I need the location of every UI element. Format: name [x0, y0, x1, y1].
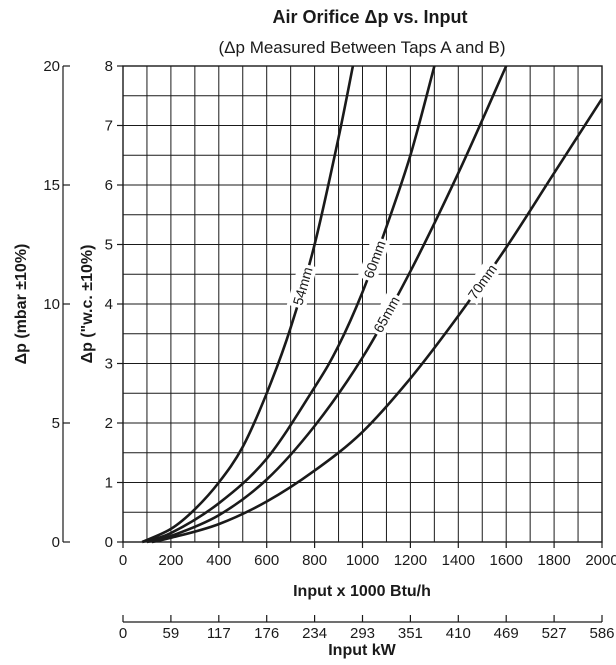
y-tick-label: 5	[105, 237, 113, 254]
series-label: 65mm	[370, 294, 403, 336]
x2-tick-label: 469	[494, 625, 519, 642]
x-tick-label: 600	[254, 552, 279, 569]
y-tick-label: 3	[105, 356, 113, 373]
x-tick-label: 1000	[346, 552, 379, 569]
series-line-60mm	[141, 65, 436, 544]
y-axis-label: Δp ("w.c. ±10%)	[79, 245, 96, 364]
x-tick-label: 0	[119, 552, 127, 569]
curves	[141, 65, 604, 544]
x-tick-label: 200	[158, 552, 183, 569]
x-tick-label: 1200	[394, 552, 427, 569]
y2-tick-label: 0	[52, 534, 60, 551]
chart-subtitle: (Δp Measured Between Taps A and B)	[219, 38, 506, 57]
x-tick-label: 1400	[442, 552, 475, 569]
x2-tick-label: 527	[542, 625, 567, 642]
grid	[123, 66, 602, 542]
x2-tick-label: 0	[119, 625, 127, 642]
series-label-bg	[461, 257, 503, 305]
series-label-bg	[286, 262, 318, 310]
chart-title: Air Orifice Δp vs. Input	[273, 7, 468, 27]
x2-tick-label: 59	[163, 625, 180, 642]
series-label-group: 65mm	[366, 290, 405, 339]
y-tick-label: 4	[105, 296, 113, 313]
x-tick-label: 400	[206, 552, 231, 569]
y-tick-label: 0	[105, 534, 113, 551]
y2-tick-label: 10	[43, 296, 60, 313]
series-line-65mm	[146, 65, 508, 544]
x-tick-label: 800	[302, 552, 327, 569]
x-ticks: 0 200 400 600 800 1000 1200 1400 1600 1800 2000	[119, 542, 616, 569]
y-tick-label: 7	[105, 118, 113, 135]
x2-tick-label: 351	[398, 625, 423, 642]
x-tick-label: 2000	[585, 552, 616, 569]
y-tick-label: 8	[105, 58, 113, 75]
x2-tick-label: 234	[302, 625, 327, 642]
x2-tick-label: 293	[350, 625, 375, 642]
y-tick-label: 2	[105, 415, 113, 432]
x-axis-label: Input x 1000 Btu/h	[293, 583, 431, 600]
x2-tick-label: 117	[207, 625, 231, 642]
series-line-54mm	[141, 65, 355, 544]
series-line-70mm	[151, 97, 604, 544]
y-tick-label: 1	[105, 475, 113, 492]
x2-tick-label: 586	[589, 625, 614, 642]
y2-tick-label: 5	[52, 415, 60, 432]
x2-tick-label: 176	[254, 625, 279, 642]
y2-tick-label: 15	[43, 177, 60, 194]
secondary-x-axis: 0 59 117 176 234 293 351 410 469 527 586	[119, 615, 615, 642]
y-tick-label: 6	[105, 177, 113, 194]
y-ticks: 0 1 2 3 4 5 6 7 8	[105, 58, 123, 551]
x-tick-label: 1800	[537, 552, 570, 569]
x2-tick-label: 410	[446, 625, 471, 642]
series-label-bg	[366, 290, 405, 339]
series-label-group: 54mm	[286, 262, 318, 310]
y2-axis-label: Δp (mbar ±10%)	[13, 244, 30, 365]
x2-axis-label: Input kW	[328, 642, 396, 659]
series-label-bg	[357, 235, 391, 284]
y2-tick-label: 20	[43, 58, 60, 75]
series-label-group: 70mm	[461, 257, 503, 305]
secondary-y-axis: 0 5 10 15 20	[43, 58, 70, 551]
x-tick-label: 1600	[490, 552, 523, 569]
